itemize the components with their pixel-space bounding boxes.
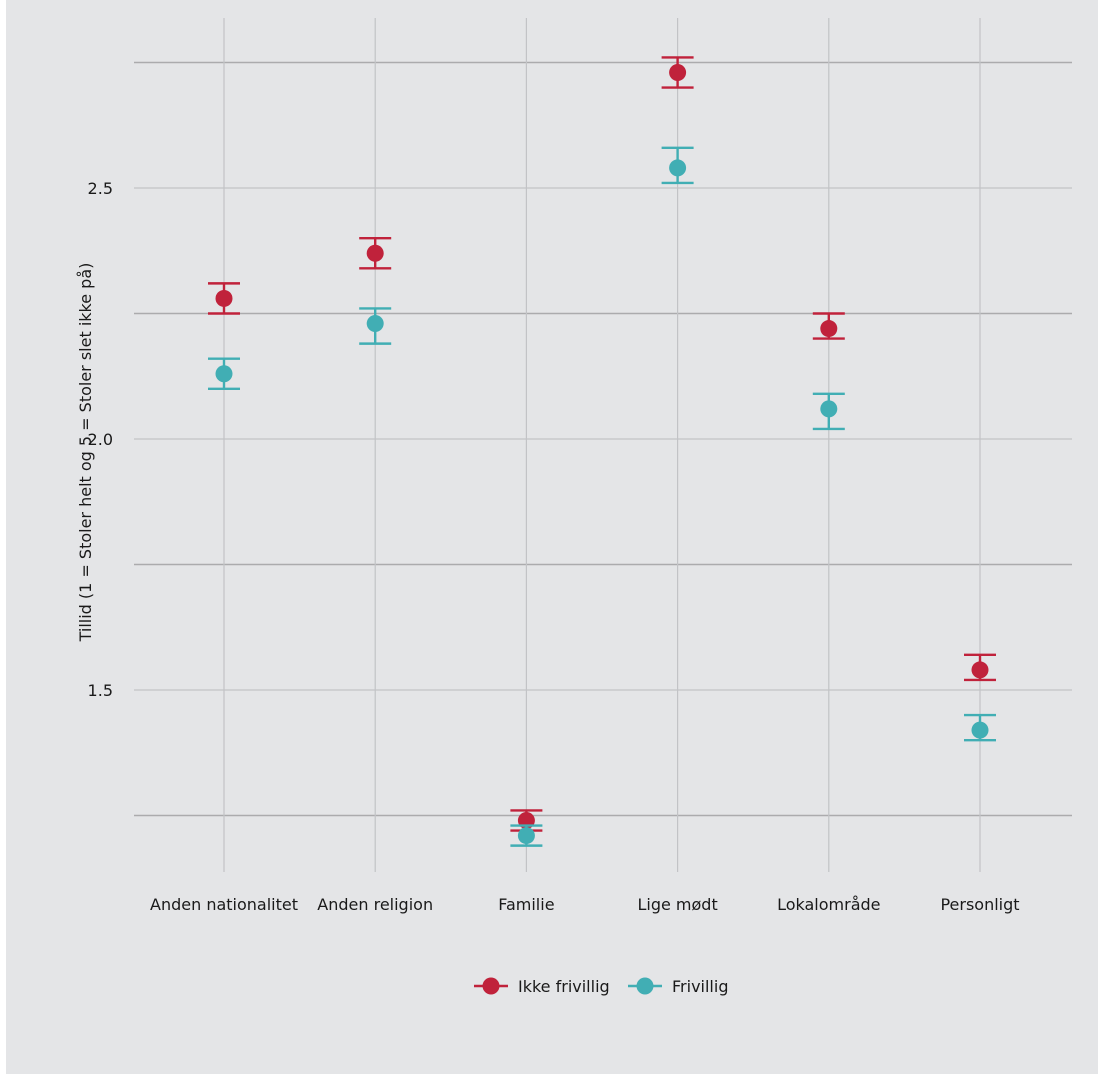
chart-background — [6, 0, 1098, 1074]
y-axis: 1.5 2.0 2.5 — [88, 179, 113, 700]
y-tick-label: 2.0 — [88, 430, 113, 449]
y-axis-title: Tillid (1 = Stoler helt og 5 = Stoler sl… — [76, 263, 95, 643]
data-point — [366, 244, 384, 262]
legend-key-dot — [482, 977, 500, 995]
y-tick-label: 2.5 — [88, 179, 113, 198]
data-point — [669, 64, 687, 82]
x-tick-label: Lige mødt — [637, 895, 717, 914]
x-tick-label: Anden religion — [317, 895, 433, 914]
data-point — [820, 320, 838, 338]
x-tick-label: Familie — [498, 895, 554, 914]
data-point — [669, 159, 687, 177]
x-tick-label: Personligt — [940, 895, 1019, 914]
minor-gridlines — [134, 61, 1072, 817]
legend: Ikke frivillig Frivillig — [474, 977, 728, 996]
data-point — [820, 400, 838, 418]
data-point — [366, 315, 384, 333]
legend-key-dot — [636, 977, 654, 995]
data-marks — [208, 56, 996, 847]
data-point — [517, 827, 535, 845]
data-point — [971, 661, 989, 679]
y-tick-label: 1.5 — [88, 681, 113, 700]
data-point — [215, 289, 233, 307]
legend-label: Ikke frivillig — [518, 977, 610, 996]
x-tick-label: Lokalområde — [777, 895, 880, 914]
x-axis: Anden nationalitet Anden religion Familie L… — [150, 895, 1020, 914]
data-point — [215, 365, 233, 383]
legend-label: Frivillig — [672, 977, 728, 996]
data-point — [971, 721, 989, 739]
x-tick-label: Anden nationalitet — [150, 895, 298, 914]
